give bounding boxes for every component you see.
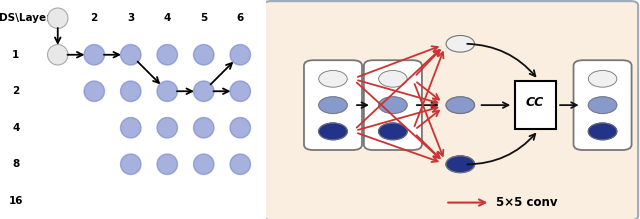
Circle shape [319, 71, 348, 87]
Text: DS\Layer: DS\Layer [0, 13, 51, 23]
FancyBboxPatch shape [264, 1, 638, 219]
Text: 4: 4 [12, 123, 19, 133]
Text: 4: 4 [164, 13, 171, 23]
Text: 6: 6 [237, 13, 244, 23]
Text: 16: 16 [8, 196, 23, 206]
Circle shape [379, 71, 407, 87]
Circle shape [230, 154, 250, 175]
Circle shape [193, 154, 214, 175]
Circle shape [230, 81, 250, 101]
Circle shape [47, 8, 68, 28]
Text: 2: 2 [91, 13, 98, 23]
Circle shape [193, 81, 214, 101]
Circle shape [120, 118, 141, 138]
Circle shape [193, 118, 214, 138]
Circle shape [319, 123, 348, 140]
Circle shape [84, 44, 104, 65]
Circle shape [230, 118, 250, 138]
Text: 5×5 conv: 5×5 conv [496, 196, 557, 209]
Circle shape [157, 44, 177, 65]
Circle shape [446, 156, 474, 173]
Text: 2: 2 [12, 86, 19, 96]
Circle shape [588, 71, 617, 87]
Text: 1: 1 [54, 13, 61, 23]
Circle shape [446, 35, 474, 52]
Circle shape [193, 44, 214, 65]
Text: 8: 8 [12, 159, 19, 169]
Circle shape [120, 154, 141, 175]
Circle shape [84, 81, 104, 101]
Text: 5: 5 [200, 13, 207, 23]
Circle shape [588, 97, 617, 113]
FancyBboxPatch shape [304, 60, 362, 150]
Circle shape [157, 81, 177, 101]
Circle shape [157, 154, 177, 175]
Circle shape [157, 118, 177, 138]
FancyBboxPatch shape [573, 60, 632, 150]
FancyBboxPatch shape [364, 60, 422, 150]
Circle shape [230, 44, 250, 65]
Circle shape [120, 44, 141, 65]
Circle shape [446, 97, 474, 113]
Text: CC: CC [526, 96, 544, 110]
Circle shape [47, 44, 68, 65]
Circle shape [379, 123, 407, 140]
Circle shape [379, 97, 407, 113]
Circle shape [588, 123, 617, 140]
Circle shape [120, 81, 141, 101]
Text: 1: 1 [12, 50, 19, 60]
Text: 3: 3 [127, 13, 134, 23]
Circle shape [319, 97, 348, 113]
FancyBboxPatch shape [515, 81, 556, 129]
